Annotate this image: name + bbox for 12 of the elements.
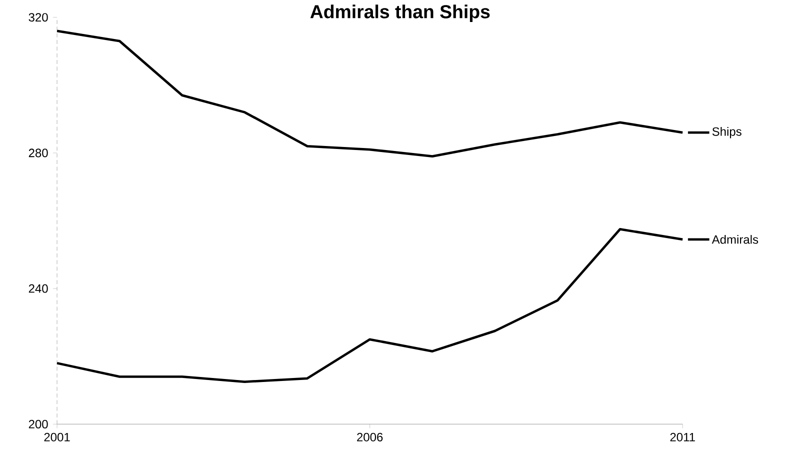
x-tick-label: 2001 (44, 432, 70, 442)
y-tick-label: 200 (28, 420, 48, 428)
x-tick-label: 2011 (670, 432, 695, 442)
legend-label: Ships (712, 126, 742, 138)
chart-title: Admirals than Ships (310, 4, 490, 22)
legend-label: Admirals (712, 234, 758, 244)
y-tick-label: 280 (28, 148, 48, 158)
y-tick-label: 240 (28, 284, 48, 293)
y-tick-label: 320 (28, 13, 48, 22)
line-series (56, 30, 684, 158)
line-series (56, 228, 684, 383)
x-tick-label: 2006 (357, 432, 383, 442)
